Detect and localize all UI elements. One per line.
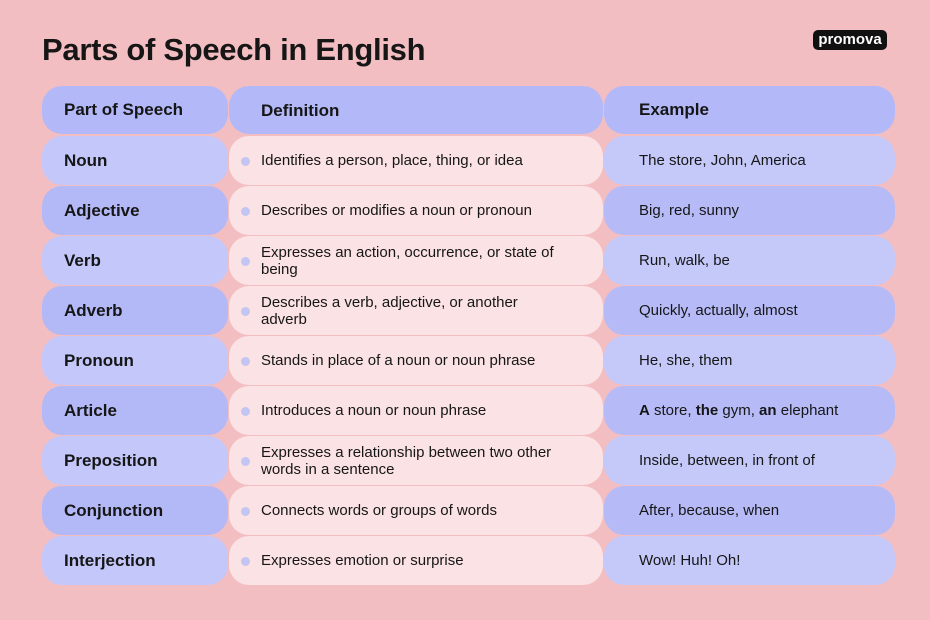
definition-cell: Identifies a person, place, thing, or id… — [229, 136, 603, 185]
definition-cell: Connects words or groups of words — [229, 486, 603, 535]
part-cell: Verb — [42, 236, 228, 285]
bullet — [241, 506, 250, 516]
definition-text: Expresses an action, occurrence, or stat… — [261, 243, 554, 278]
bullet — [241, 306, 250, 316]
example-text: Big, red, sunny — [639, 202, 739, 219]
example-segment: gym, — [718, 402, 760, 419]
title: Parts of Speech in English — [42, 32, 426, 67]
example-segment: Run, walk, be — [639, 252, 730, 269]
example-cell: Run, walk, be — [604, 236, 895, 285]
example-cell: The store, John, America — [604, 136, 895, 185]
definition-cell: Expresses emotion or surprise — [229, 536, 603, 585]
definition-text: Expresses a relationship between two oth… — [261, 443, 552, 478]
example-segment: Quickly, actually, almost — [639, 302, 798, 319]
bullet — [241, 406, 250, 416]
example-segment: an — [759, 402, 777, 419]
part-cell: Adjective — [42, 186, 228, 235]
example-segment: He, she, them — [639, 352, 733, 369]
definition-text: Stands in place of a noun or noun phrase — [261, 352, 536, 369]
example-cell: He, she, them — [604, 336, 895, 385]
definition-cell: Expresses a relationship between two oth… — [229, 436, 603, 485]
example-text: After, because, when — [639, 502, 779, 519]
example-text: Wow! Huh! Oh! — [639, 552, 740, 569]
example-cell: Inside, between, in front of — [604, 436, 895, 485]
column-header: Example — [604, 86, 895, 134]
example-cell: A store, the gym, an elephant — [604, 386, 895, 435]
part-cell: Conjunction — [42, 486, 228, 535]
definition-text: Describes or modifies a noun or pronoun — [261, 202, 532, 219]
part-cell: Interjection — [42, 536, 228, 585]
bullet — [241, 356, 250, 366]
column-header: Definition — [229, 86, 603, 134]
part-cell: Preposition — [42, 436, 228, 485]
bullet — [241, 256, 250, 266]
definition-cell: Stands in place of a noun or noun phrase — [229, 336, 603, 385]
definition-cell: Describes or modifies a noun or pronoun — [229, 186, 603, 235]
example-cell: Big, red, sunny — [604, 186, 895, 235]
definition-text: Identifies a person, place, thing, or id… — [261, 152, 523, 169]
example-text: Run, walk, be — [639, 252, 730, 269]
definition-cell: Expresses an action, occurrence, or stat… — [229, 236, 603, 285]
example-segment: After, because, when — [639, 502, 780, 519]
definition-text: Describes a verb, adjective, or another … — [261, 293, 518, 328]
example-segment: the — [695, 402, 719, 419]
definition-cell: Introduces a noun or noun phrase — [229, 386, 603, 435]
example-segment: store, — [649, 402, 696, 419]
example-text: Inside, between, in front of — [639, 452, 815, 469]
brand-logo: promova — [813, 30, 887, 50]
definition-text: Connects words or groups of words — [261, 502, 497, 519]
example-text: A store, the gym, an elephant — [639, 402, 838, 419]
column-header: Part of Speech — [42, 86, 228, 134]
part-cell: Pronoun — [42, 336, 228, 385]
definition-text: Expresses emotion or surprise — [261, 552, 464, 569]
example-cell: Wow! Huh! Oh! — [604, 536, 895, 585]
example-text: Quickly, actually, almost — [639, 302, 798, 319]
bullet — [241, 206, 250, 216]
example-cell: After, because, when — [604, 486, 895, 535]
bullet — [241, 456, 250, 466]
example-segment: The store, John, America — [639, 152, 806, 169]
part-cell: Adverb — [42, 286, 228, 335]
example-segment: Big, red, sunny — [639, 202, 740, 219]
bullet — [241, 156, 250, 166]
example-segment: Inside, between, in front of — [639, 452, 815, 469]
part-cell: Article — [42, 386, 228, 435]
definition-text: Introduces a noun or noun phrase — [261, 402, 487, 419]
example-text: The store, John, America — [639, 152, 806, 169]
example-cell: Quickly, actually, almost — [604, 286, 895, 335]
example-text: He, she, them — [639, 352, 732, 369]
example-segment: Wow! Huh! Oh! — [639, 552, 741, 569]
bullet — [241, 556, 250, 566]
definition-cell: Describes a verb, adjective, or another … — [229, 286, 603, 335]
part-cell: Noun — [42, 136, 228, 185]
example-segment: A — [639, 402, 650, 419]
example-segment: elephant — [776, 402, 839, 419]
